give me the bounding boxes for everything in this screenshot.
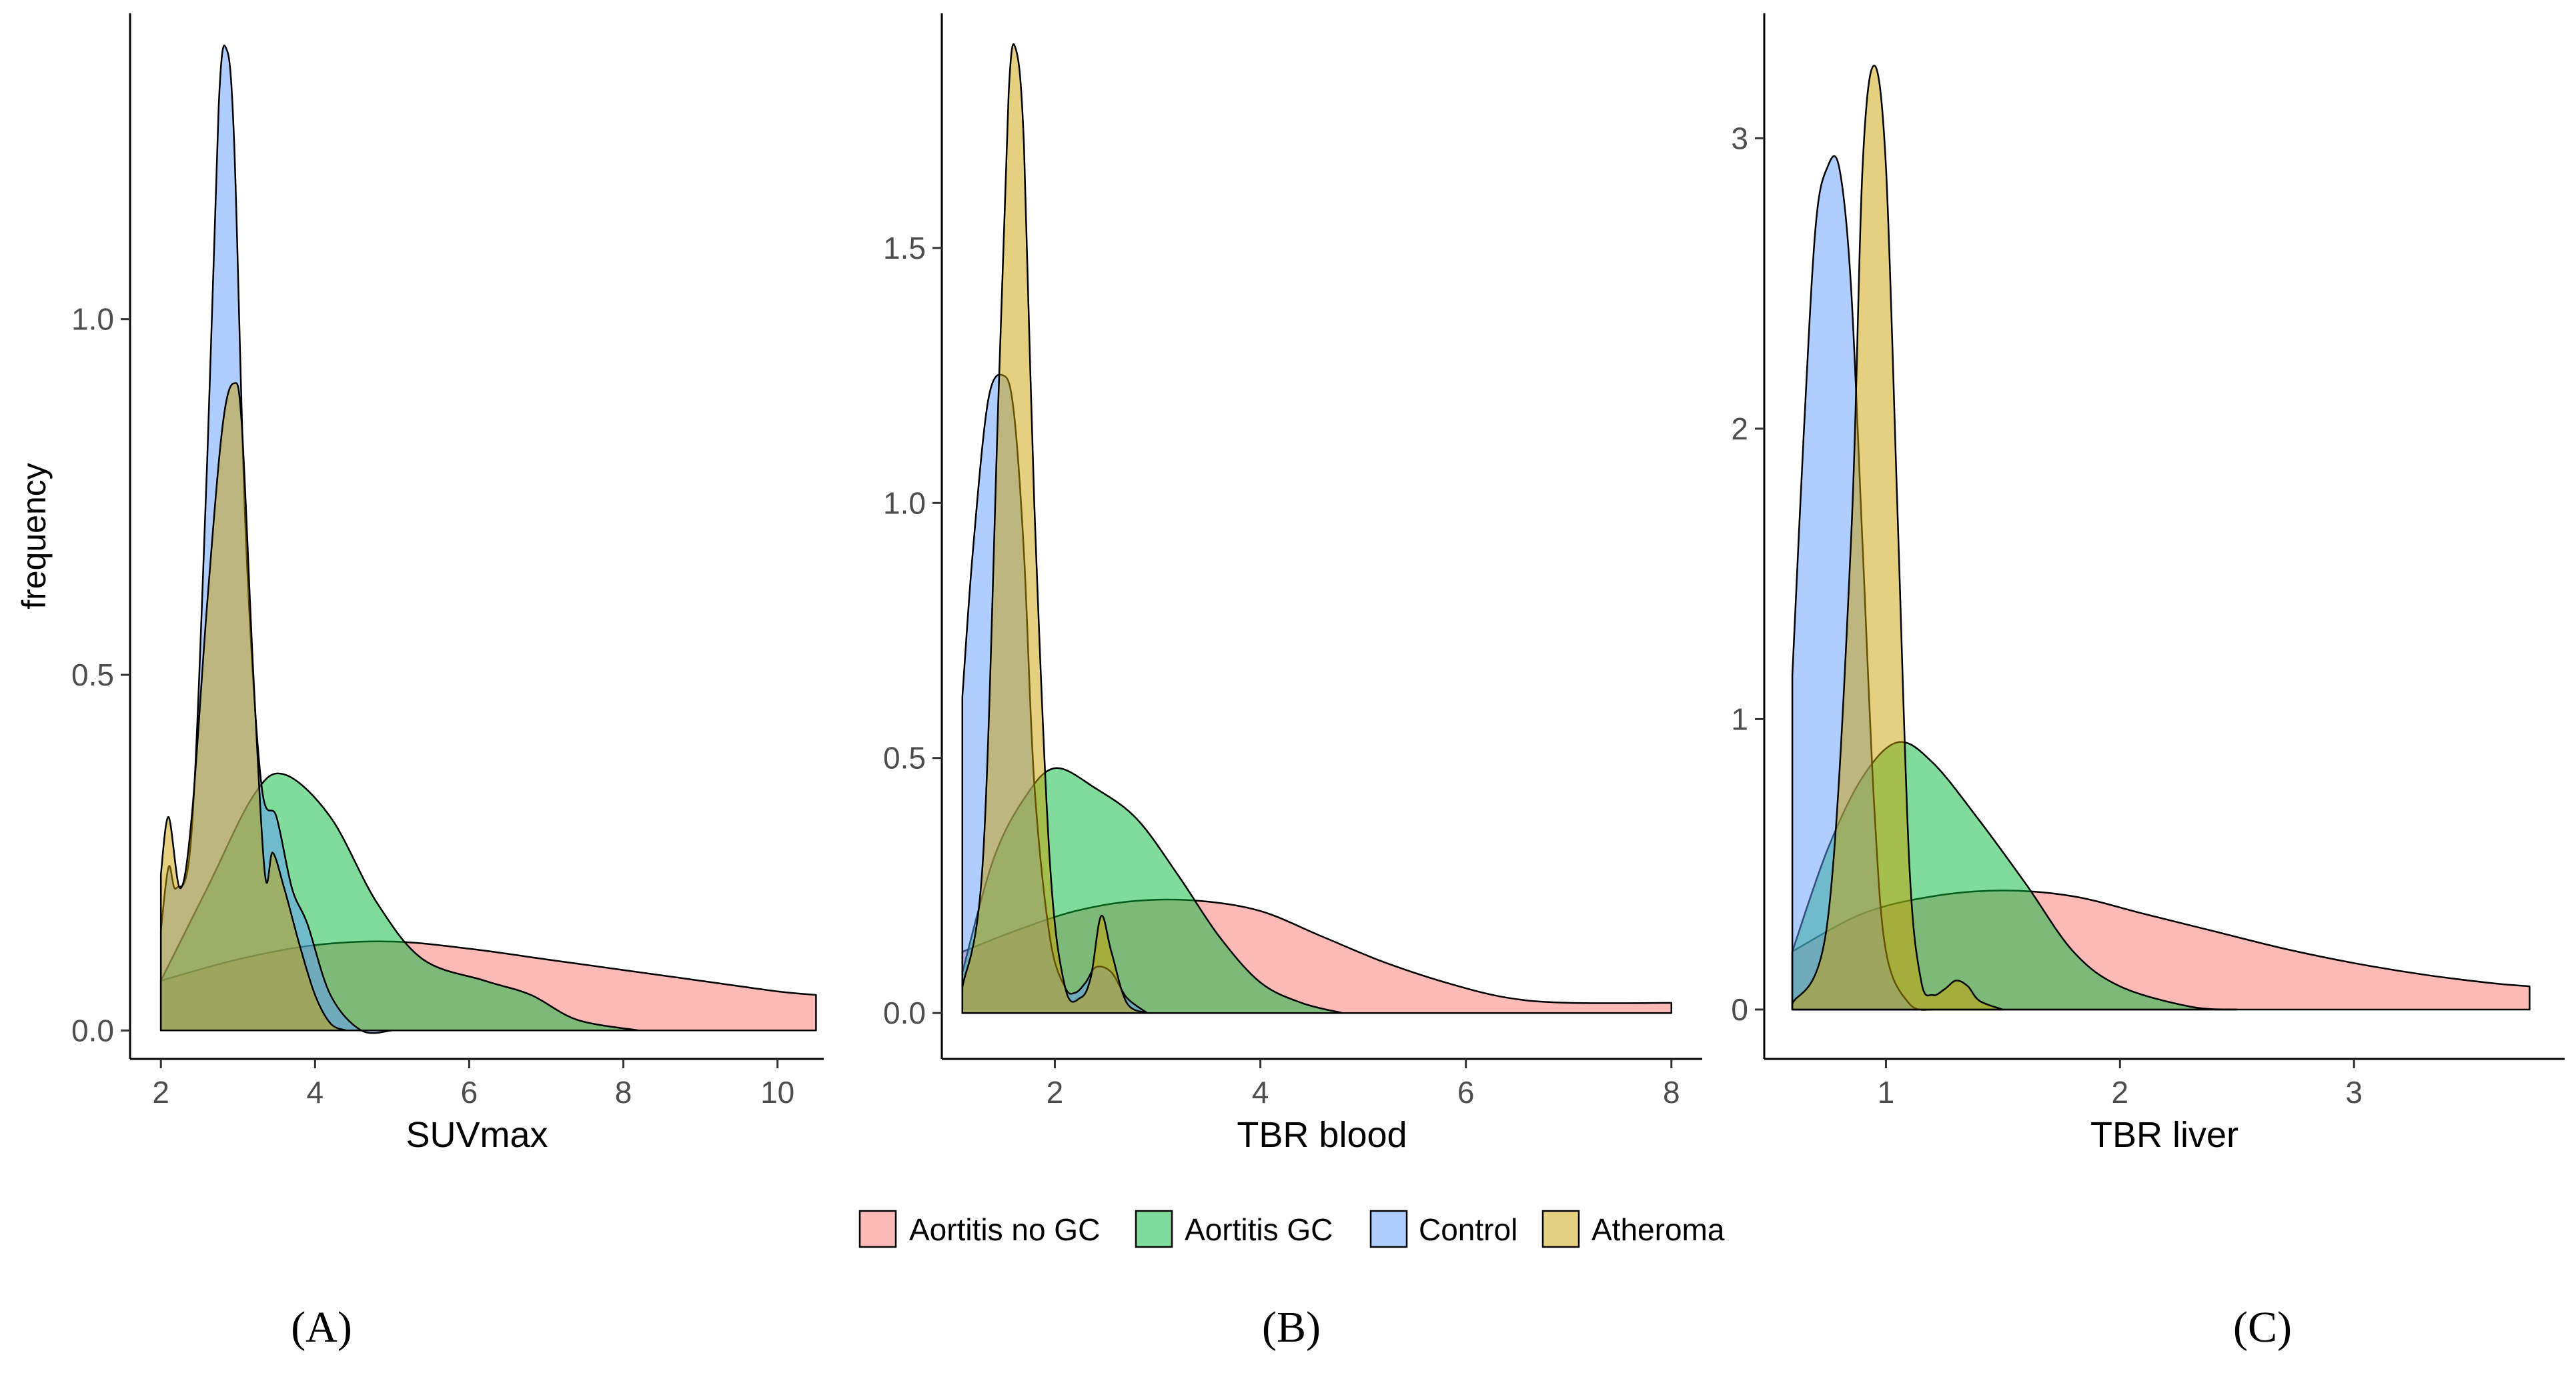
panel-label-a: (A) [291, 1303, 352, 1352]
x-axis-title: SUVmax [406, 1115, 548, 1155]
y-tick-label: 1.5 [883, 231, 926, 265]
panel-b: 2 4 6 8 0.0 0.5 1.0 1.5 TBR blood [883, 13, 1702, 1155]
legend-swatch-aortitis-gc [1135, 1210, 1173, 1248]
panel-a: 2 4 6 8 10 0.0 0.5 1.0 SUVmax frequency [15, 13, 824, 1155]
x-tick-label: 10 [760, 1075, 794, 1110]
y-tick-label: 1.0 [883, 485, 926, 520]
x-tick-label: 2 [2112, 1075, 2129, 1110]
legend-item-aortitis-no-gc: Aortitis no GC [858, 1210, 1100, 1248]
x-tick-label: 6 [1457, 1075, 1475, 1110]
x-tick-label: 2 [152, 1075, 169, 1110]
panel-label-b: (B) [1262, 1303, 1321, 1352]
y-tick-label: 0.0 [71, 1013, 114, 1048]
legend-swatch-atheroma [1541, 1210, 1580, 1248]
x-tick-label: 4 [307, 1075, 324, 1110]
legend: Aortitis no GC Aortitis GC Control Ather… [858, 1210, 1725, 1248]
density-atheroma-a [159, 382, 347, 1032]
y-tick-label: 0 [1731, 992, 1748, 1027]
legend-label-control: Control [1419, 1212, 1517, 1247]
y-tick-label: 0.0 [883, 996, 926, 1030]
y-tick-label: 1 [1731, 702, 1748, 736]
panel-label-c: (C) [2233, 1303, 2292, 1352]
y-axis-title: frequency [15, 463, 53, 609]
panel-c: 1 2 3 0 1 2 3 TBR liver [1731, 13, 2565, 1155]
legend-label-atheroma: Atheroma [1591, 1212, 1725, 1247]
x-tick-label: 2 [1047, 1075, 1064, 1110]
legend-item-control: Control [1369, 1210, 1517, 1248]
legend-label-aortitis-gc: Aortitis GC [1185, 1212, 1333, 1247]
density-atheroma-c [1791, 65, 2004, 1011]
y-tick-label: 3 [1731, 121, 1748, 155]
y-tick-label: 2 [1731, 411, 1748, 446]
legend-swatch-control [1369, 1210, 1408, 1248]
x-tick-label: 8 [1663, 1075, 1680, 1110]
x-tick-label: 1 [1878, 1075, 1895, 1110]
legend-item-atheroma: Atheroma [1541, 1210, 1725, 1248]
x-tick-label: 3 [2345, 1075, 2363, 1110]
legend-label-aortitis-no-gc: Aortitis no GC [909, 1212, 1100, 1247]
x-axis-title: TBR liver [2090, 1115, 2238, 1155]
x-axis-title: TBR blood [1237, 1115, 1407, 1155]
x-tick-label: 8 [615, 1075, 632, 1110]
y-tick-label: 1.0 [71, 302, 114, 337]
legend-swatch-aortitis-no-gc [858, 1210, 897, 1248]
x-tick-label: 6 [461, 1075, 478, 1110]
density-atheroma-b [961, 43, 1149, 1014]
y-tick-label: 0.5 [883, 741, 926, 776]
legend-item-aortitis-gc: Aortitis GC [1135, 1210, 1333, 1248]
x-tick-label: 4 [1252, 1075, 1269, 1110]
y-tick-label: 0.5 [71, 657, 114, 692]
